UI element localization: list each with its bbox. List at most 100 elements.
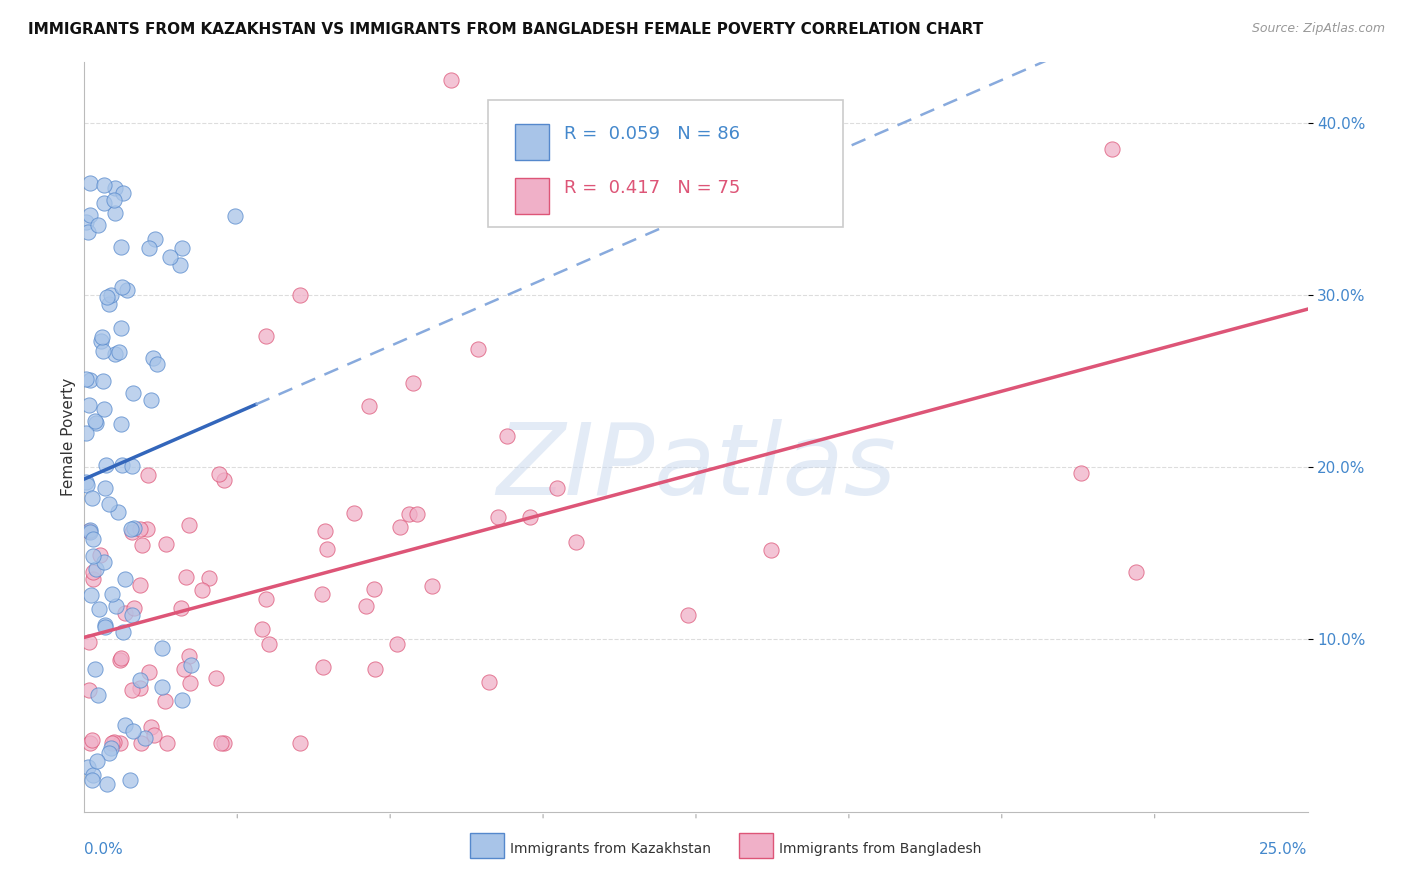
Point — [496, 428, 519, 442]
Point — [82, 549, 104, 563]
Point — [122, 723, 145, 738]
Point — [1070, 466, 1092, 480]
Text: 0.0%: 0.0% — [84, 842, 124, 856]
Bar — [738, 833, 773, 858]
Point — [91, 330, 114, 344]
Point — [128, 681, 150, 696]
Point — [254, 591, 277, 606]
Point — [134, 731, 156, 745]
Point — [114, 606, 136, 620]
Point — [759, 542, 782, 557]
Point — [259, 637, 281, 651]
Point — [104, 599, 127, 613]
Point — [82, 566, 104, 580]
Point — [75, 215, 97, 229]
Point — [79, 523, 101, 537]
Point — [398, 507, 420, 521]
Point — [169, 258, 191, 272]
Point — [406, 507, 429, 521]
Point — [80, 732, 103, 747]
Text: 25.0%: 25.0% — [1260, 842, 1308, 856]
Point — [101, 736, 124, 750]
Point — [209, 736, 232, 750]
Point — [138, 665, 160, 679]
Point — [342, 506, 364, 520]
Point — [357, 399, 380, 413]
Point — [486, 509, 509, 524]
Bar — [515, 124, 550, 160]
Point — [121, 458, 143, 473]
Point — [91, 375, 114, 389]
Point — [136, 522, 159, 536]
Point — [90, 334, 112, 348]
Point — [110, 417, 132, 431]
Point — [103, 735, 125, 749]
Point — [121, 608, 143, 623]
Point — [76, 477, 98, 491]
Point — [180, 657, 202, 672]
Point — [145, 232, 167, 246]
Text: R =  0.059   N = 86: R = 0.059 N = 86 — [564, 126, 740, 144]
Point — [108, 653, 131, 667]
Point — [98, 746, 121, 760]
Point — [77, 398, 100, 412]
Point — [288, 288, 311, 302]
Point — [82, 573, 104, 587]
Bar — [515, 178, 550, 214]
Point — [104, 206, 127, 220]
Point — [77, 682, 100, 697]
Point — [177, 648, 200, 663]
Point — [205, 671, 228, 685]
Point — [77, 524, 100, 538]
Point — [80, 588, 103, 602]
Point — [80, 773, 103, 788]
Point — [77, 635, 100, 649]
Point — [103, 193, 125, 207]
Point — [111, 186, 134, 201]
Point — [91, 344, 114, 359]
Point — [76, 760, 98, 774]
Point — [440, 72, 463, 87]
Point — [156, 736, 179, 750]
Point — [314, 524, 336, 538]
Point — [83, 662, 105, 676]
Point — [75, 372, 97, 386]
Point — [93, 402, 115, 417]
Point — [1101, 142, 1123, 156]
Point — [122, 386, 145, 401]
Point — [100, 740, 122, 755]
Point — [98, 297, 121, 311]
Text: R =  0.417   N = 75: R = 0.417 N = 75 — [564, 179, 740, 197]
Point — [311, 587, 333, 601]
Point — [212, 474, 235, 488]
Point — [93, 619, 115, 633]
Point — [110, 321, 132, 335]
Point — [363, 582, 385, 597]
Point — [96, 458, 118, 472]
Point — [111, 625, 134, 640]
Point — [82, 768, 104, 782]
Point — [198, 571, 221, 585]
Point — [179, 675, 201, 690]
Point — [79, 736, 101, 750]
Point — [208, 467, 231, 481]
Point — [110, 651, 132, 665]
Point — [79, 525, 101, 540]
Point — [121, 682, 143, 697]
Text: ZIPatlas: ZIPatlas — [496, 418, 896, 516]
Point — [86, 754, 108, 768]
Point — [96, 777, 118, 791]
Point — [173, 662, 195, 676]
Point — [316, 541, 339, 556]
Point — [84, 417, 107, 431]
Point — [546, 481, 568, 495]
Point — [114, 718, 136, 732]
Point — [114, 572, 136, 586]
Point — [564, 534, 586, 549]
Point — [143, 728, 166, 742]
Text: Immigrants from Bangladesh: Immigrants from Bangladesh — [779, 842, 981, 856]
Point — [150, 680, 173, 694]
Point — [252, 622, 274, 636]
Point — [139, 393, 162, 408]
Point — [389, 520, 412, 534]
